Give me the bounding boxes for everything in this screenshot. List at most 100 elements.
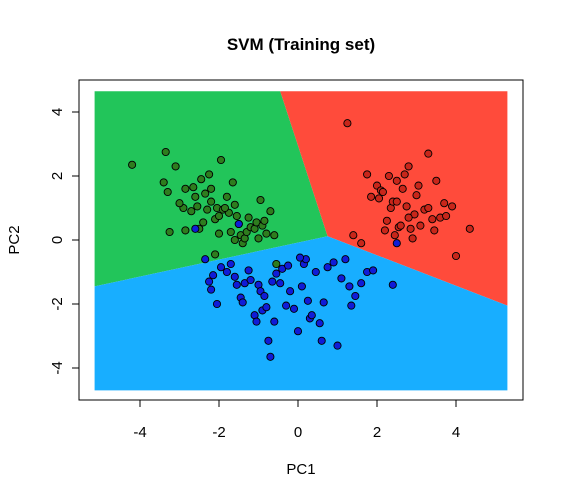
data-point-series-3 bbox=[370, 267, 377, 274]
x-tick-label: -2 bbox=[212, 424, 225, 441]
data-point-series-2 bbox=[413, 192, 420, 199]
data-point-series-3 bbox=[245, 267, 252, 274]
data-point-series-1 bbox=[194, 203, 201, 210]
data-point-series-1 bbox=[208, 185, 215, 192]
data-point-series-1 bbox=[182, 185, 189, 192]
data-point-series-2 bbox=[405, 214, 412, 221]
data-point-series-3 bbox=[239, 299, 246, 306]
data-point-series-1 bbox=[160, 179, 167, 186]
data-point-series-3 bbox=[233, 281, 240, 288]
data-point-series-1 bbox=[231, 201, 238, 208]
data-point-series-1 bbox=[263, 230, 270, 237]
x-tick-label: 0 bbox=[294, 424, 302, 441]
data-point-series-1 bbox=[245, 214, 252, 221]
data-point-series-3 bbox=[308, 312, 315, 319]
data-point-series-1 bbox=[202, 190, 209, 197]
data-point-series-2 bbox=[375, 195, 382, 202]
data-point-series-1 bbox=[223, 193, 230, 200]
x-tick-label: 4 bbox=[452, 424, 460, 441]
data-point-series-3 bbox=[334, 342, 341, 349]
data-point-series-1 bbox=[212, 251, 219, 258]
data-point-series-3 bbox=[253, 318, 260, 325]
data-point-series-3 bbox=[227, 260, 234, 267]
data-point-series-1 bbox=[227, 228, 234, 235]
data-point-series-2 bbox=[405, 163, 412, 170]
data-point-series-3 bbox=[324, 264, 331, 271]
y-tick-label: 0 bbox=[49, 236, 66, 244]
data-point-series-2 bbox=[401, 171, 408, 178]
data-point-series-3 bbox=[269, 278, 276, 285]
data-point-series-3 bbox=[312, 268, 319, 275]
data-point-series-2 bbox=[425, 204, 432, 211]
data-point-series-1 bbox=[215, 230, 222, 237]
y-tick-label: 2 bbox=[49, 172, 66, 180]
x-tick-label: -4 bbox=[133, 424, 146, 441]
data-point-series-3 bbox=[273, 270, 280, 277]
data-point-series-2 bbox=[383, 217, 390, 224]
data-point-series-3 bbox=[247, 276, 254, 283]
data-point-series-3 bbox=[277, 280, 284, 287]
data-point-series-3 bbox=[294, 328, 301, 335]
y-tick-label: 4 bbox=[49, 108, 66, 116]
data-point-series-1 bbox=[176, 200, 183, 207]
data-point-series-2 bbox=[409, 235, 416, 242]
decision-regions bbox=[95, 91, 508, 390]
data-point-series-2 bbox=[393, 177, 400, 184]
data-point-series-3 bbox=[231, 273, 238, 280]
y-tick-label: -2 bbox=[49, 297, 66, 310]
data-point-series-1 bbox=[257, 196, 264, 203]
y-axis-label: PC2 bbox=[6, 225, 23, 254]
data-point-series-1 bbox=[233, 212, 240, 219]
data-point-series-2 bbox=[391, 232, 398, 239]
data-point-series-3 bbox=[202, 256, 209, 263]
data-point-series-1 bbox=[188, 208, 195, 215]
data-point-series-2 bbox=[415, 182, 422, 189]
data-point-series-1 bbox=[198, 176, 205, 183]
data-point-series-2 bbox=[385, 172, 392, 179]
data-point-series-1 bbox=[166, 228, 173, 235]
data-point-series-3 bbox=[316, 320, 323, 327]
data-point-series-1 bbox=[273, 260, 280, 267]
data-point-series-2 bbox=[431, 227, 438, 234]
data-point-series-2 bbox=[433, 177, 440, 184]
data-point-series-3 bbox=[283, 302, 290, 309]
data-point-series-2 bbox=[397, 222, 404, 229]
data-point-series-3 bbox=[271, 318, 278, 325]
data-point-series-3 bbox=[217, 264, 224, 271]
data-point-series-2 bbox=[344, 120, 351, 127]
data-point-series-1 bbox=[129, 161, 136, 168]
data-point-series-3 bbox=[346, 283, 353, 290]
data-point-series-1 bbox=[217, 156, 224, 163]
data-point-series-3 bbox=[267, 353, 274, 360]
data-point-series-3 bbox=[296, 254, 303, 261]
data-point-series-3 bbox=[261, 292, 268, 299]
data-point-series-2 bbox=[452, 252, 459, 259]
data-point-series-3 bbox=[210, 272, 217, 279]
data-point-series-2 bbox=[429, 216, 436, 223]
x-axis-label: PC1 bbox=[286, 461, 315, 478]
data-point-series-1 bbox=[255, 235, 262, 242]
data-point-series-3 bbox=[358, 280, 365, 287]
data-point-series-1 bbox=[204, 206, 211, 213]
data-point-series-3 bbox=[330, 259, 337, 266]
data-point-series-3 bbox=[287, 288, 294, 295]
data-point-series-1 bbox=[200, 219, 207, 226]
y-tick-label: -4 bbox=[49, 361, 66, 374]
data-point-series-3 bbox=[318, 337, 325, 344]
data-point-series-1 bbox=[208, 198, 215, 205]
data-point-series-3 bbox=[223, 268, 230, 275]
data-point-series-2 bbox=[403, 203, 410, 210]
data-point-series-2 bbox=[368, 193, 375, 200]
data-point-series-1 bbox=[172, 163, 179, 170]
data-point-series-2 bbox=[449, 203, 456, 210]
data-point-series-1 bbox=[162, 148, 169, 155]
data-point-series-1 bbox=[231, 236, 238, 243]
data-point-series-1 bbox=[229, 179, 236, 186]
data-point-series-3 bbox=[263, 304, 270, 311]
data-point-series-3 bbox=[320, 299, 327, 306]
data-point-series-2 bbox=[381, 227, 388, 234]
data-point-series-3 bbox=[213, 300, 220, 307]
data-point-series-3 bbox=[290, 305, 297, 312]
data-point-series-2 bbox=[379, 188, 386, 195]
